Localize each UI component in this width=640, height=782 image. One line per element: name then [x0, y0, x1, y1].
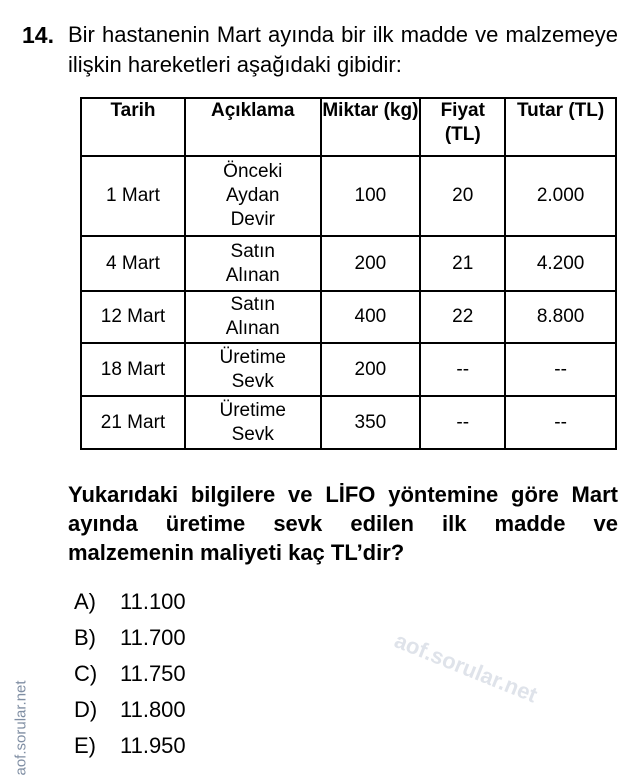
option-value: 11.100	[120, 589, 186, 614]
table-cell: 18 Mart	[80, 342, 186, 397]
table-cell: Üretime Sevk	[183, 395, 322, 450]
table-row: 4 Mart Satın Alınan 200 21 4.200	[80, 235, 617, 292]
table-cell: 400	[319, 290, 422, 344]
table-cell: --	[504, 342, 617, 397]
answer-option[interactable]: C) 11.750	[74, 661, 186, 687]
column-header: Tutar (TL)	[504, 97, 617, 157]
table-row: 1 Mart Önceki Aydan Devir 100 20 2.000	[80, 155, 617, 237]
table-cell: 4 Mart	[80, 235, 186, 292]
table-cell: 2.000	[504, 155, 617, 237]
table-row: 12 Mart Satın Alınan 400 22 8.800	[80, 290, 617, 344]
table-cell: 100	[319, 155, 422, 237]
table-row: 21 Mart Üretime Sevk 350 -- --	[80, 395, 617, 450]
table-cell: 200	[319, 342, 422, 397]
option-value: 11.800	[120, 697, 186, 722]
table-cell: 1 Mart	[80, 155, 186, 237]
option-letter: A)	[74, 589, 96, 614]
table-cell: Önceki Aydan Devir	[183, 155, 322, 237]
table-cell: 21 Mart	[80, 395, 186, 450]
question-number: 14.	[22, 22, 54, 48]
option-letter: D)	[74, 697, 98, 722]
table-row: 18 Mart Üretime Sevk 200 -- --	[80, 342, 617, 397]
column-header: Miktar (kg)	[319, 97, 422, 157]
option-letter: E)	[74, 733, 96, 758]
question-stem: Bir hastanenin Mart ayında bir ilk madde…	[68, 22, 618, 77]
answer-option[interactable]: E) 11.950	[74, 733, 186, 759]
table-cell: 350	[319, 395, 422, 450]
movements-table: Tarih Açıklama Miktar (kg) Fiyat (TL) Tutar …	[80, 97, 617, 450]
table-cell: 20	[419, 155, 507, 237]
table-cell: --	[419, 342, 507, 397]
column-header: Fiyat (TL)	[419, 97, 507, 157]
option-value: 11.750	[120, 661, 186, 686]
answer-option[interactable]: A) 11.100	[74, 589, 186, 615]
header-row: Tarih Açıklama Miktar (kg) Fiyat (TL) Tutar …	[80, 97, 617, 157]
answer-option[interactable]: B) 11.700	[74, 625, 186, 651]
table-cell: 4.200	[504, 235, 617, 292]
table-cell: 22	[419, 290, 507, 344]
table-cell: Üretime Sevk	[183, 342, 322, 397]
option-letter: C)	[74, 661, 98, 686]
table-cell: 21	[419, 235, 507, 292]
question-prompt: Yukarıdaki bilgilere ve LİFO yöntemine g…	[68, 482, 618, 565]
watermark: aof.sorular.net	[391, 627, 541, 708]
option-value: 11.700	[120, 625, 186, 650]
answer-option[interactable]: D) 11.800	[74, 697, 186, 723]
table-cell: --	[504, 395, 617, 450]
table-cell: Satın Alınan	[183, 290, 322, 344]
option-value: 11.950	[120, 733, 186, 758]
table-cell: 12 Mart	[80, 290, 186, 344]
table-cell: 8.800	[504, 290, 617, 344]
side-watermark: aof.sorular.net	[12, 680, 30, 776]
column-header: Tarih	[80, 97, 186, 157]
option-letter: B)	[74, 625, 96, 650]
table-cell: 200	[319, 235, 422, 292]
column-header: Açıklama	[183, 97, 322, 157]
table-cell: --	[419, 395, 507, 450]
table-cell: Satın Alınan	[183, 235, 322, 292]
